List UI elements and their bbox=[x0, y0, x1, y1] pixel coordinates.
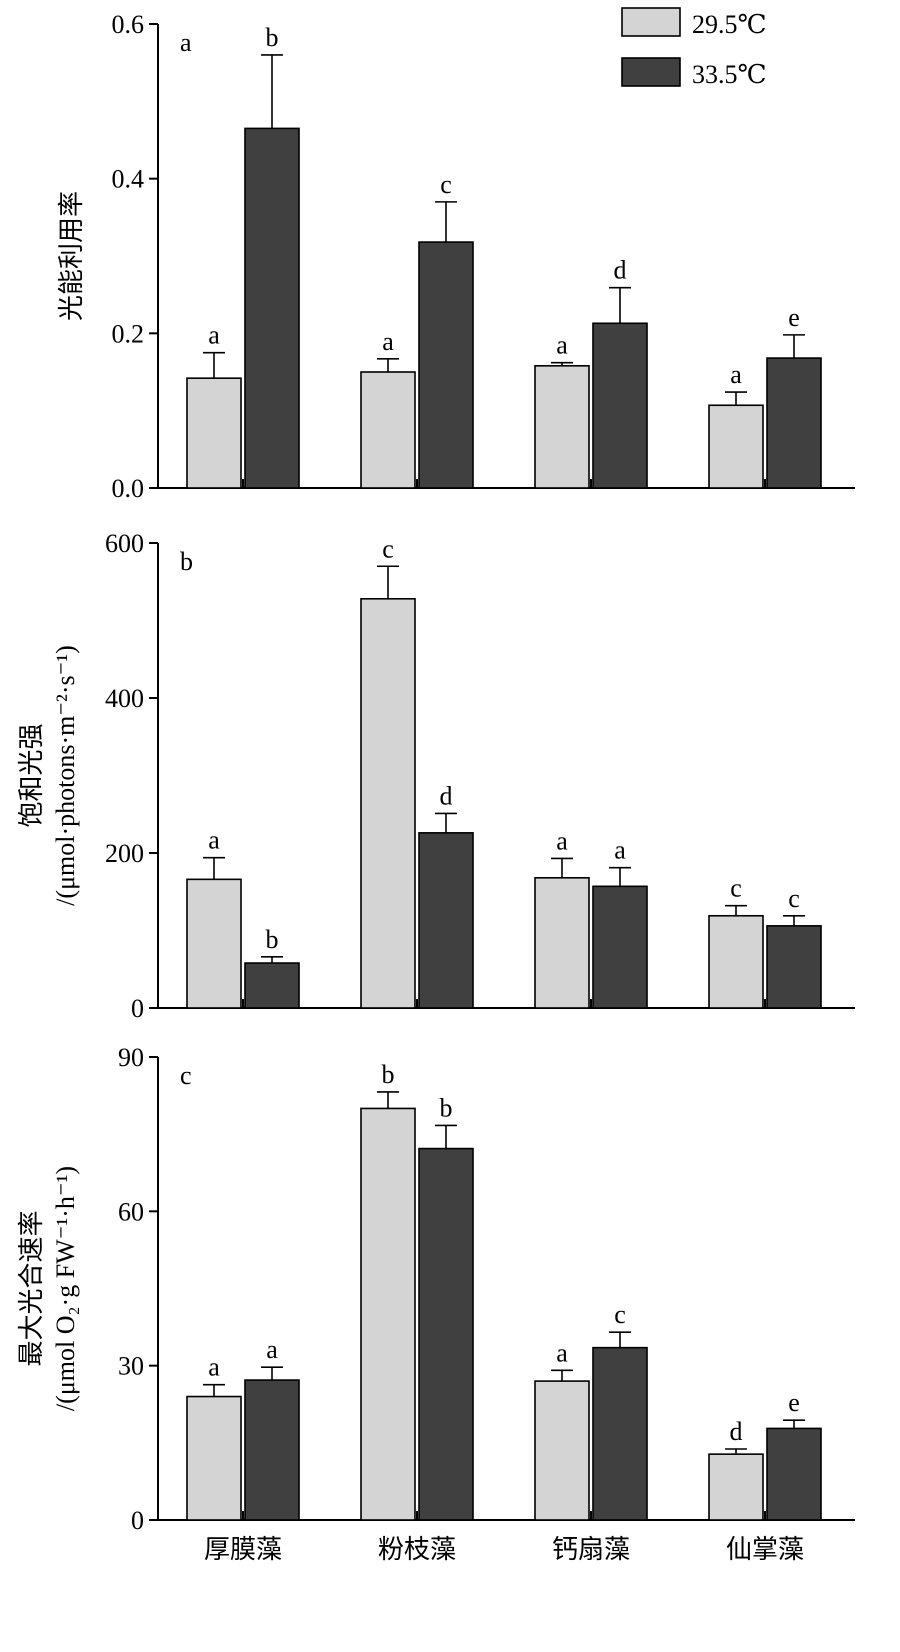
y-axis-label-line: /(μmol·photons·m⁻²·s⁻¹) bbox=[51, 645, 80, 906]
chart-panel-b: 0 200 400 600 a c a c b d a c b 饱和光强/(μmol·photons·m⁻… bbox=[17, 529, 855, 1023]
bar bbox=[708, 1453, 764, 1521]
significance-label: b bbox=[440, 1093, 453, 1122]
bar bbox=[418, 832, 474, 1009]
y-axis-label-line: 最大光合速率 bbox=[17, 1210, 46, 1366]
bar bbox=[244, 127, 300, 489]
legend-swatch bbox=[621, 7, 681, 37]
bar bbox=[534, 365, 590, 489]
significance-label: b bbox=[266, 23, 279, 52]
significance-label: c bbox=[730, 874, 742, 903]
significance-label: a bbox=[208, 1353, 220, 1382]
y-tick-label: 90 bbox=[118, 1043, 144, 1072]
bar bbox=[766, 357, 822, 489]
bar bbox=[360, 597, 416, 1009]
significance-label: c bbox=[382, 534, 394, 563]
significance-label: e bbox=[788, 303, 800, 332]
bar bbox=[592, 885, 648, 1009]
y-tick-label: 400 bbox=[105, 684, 144, 713]
legend-label: 33.5℃ bbox=[692, 60, 767, 89]
y-tick-label: 60 bbox=[118, 1197, 144, 1226]
y-axis-label-line: 饱和光强 bbox=[17, 723, 46, 827]
significance-label: a bbox=[556, 1338, 568, 1367]
y-tick-label: 0 bbox=[131, 994, 144, 1023]
panel-letter: c bbox=[180, 1061, 192, 1090]
significance-label: d bbox=[614, 256, 627, 285]
bar bbox=[360, 371, 416, 489]
bar bbox=[186, 1395, 242, 1521]
y-axis-label: 光能利用率 bbox=[57, 191, 86, 321]
legend-swatch bbox=[621, 57, 681, 87]
bar bbox=[418, 1147, 474, 1521]
chart-panel-c: 0 30 60 90 a b a d a b c e c 最大光合速率/(μmol O₂·g FW⁻¹·h… bbox=[17, 1043, 855, 1564]
significance-label: b bbox=[382, 1060, 395, 1089]
bar bbox=[244, 962, 300, 1009]
y-axis-label-line: 光能利用率 bbox=[57, 191, 86, 321]
x-category-label: 粉枝藻 bbox=[378, 1535, 456, 1564]
significance-label: a bbox=[730, 360, 742, 389]
y-axis-label: 最大光合速率/(μmol O₂·g FW⁻¹·h⁻¹) bbox=[17, 1166, 80, 1411]
significance-label: a bbox=[614, 836, 626, 865]
bar bbox=[592, 1346, 648, 1521]
bar bbox=[592, 322, 648, 489]
x-category-label: 仙掌藻 bbox=[726, 1535, 804, 1564]
significance-label: a bbox=[208, 826, 220, 855]
significance-label: a bbox=[266, 1335, 278, 1364]
bar bbox=[418, 241, 474, 489]
bar bbox=[244, 1379, 300, 1521]
bar bbox=[766, 925, 822, 1009]
y-tick-label: 200 bbox=[105, 839, 144, 868]
y-tick-label: 600 bbox=[105, 529, 144, 558]
bar bbox=[534, 876, 590, 1009]
bar bbox=[708, 404, 764, 489]
significance-label: a bbox=[382, 327, 394, 356]
y-tick-label: 0.0 bbox=[112, 474, 145, 503]
bar bbox=[186, 878, 242, 1009]
bar bbox=[186, 377, 242, 489]
x-category-label: 厚膜藻 bbox=[204, 1535, 282, 1564]
bar bbox=[534, 1380, 590, 1521]
y-tick-label: 30 bbox=[118, 1352, 144, 1381]
bar bbox=[766, 1427, 822, 1521]
y-tick-label: 0 bbox=[131, 1506, 144, 1535]
x-category-label: 钙扇藻 bbox=[552, 1535, 630, 1564]
chart-panel-a: 0.0 0.2 0.4 0.6 a a a a b c d e a 光能利用率 29.5℃ 33.5℃ bbox=[57, 7, 855, 503]
significance-label: c bbox=[788, 884, 800, 913]
significance-label: a bbox=[208, 321, 220, 350]
y-tick-label: 0.2 bbox=[112, 319, 145, 348]
legend-label: 29.5℃ bbox=[692, 10, 767, 39]
legend: 29.5℃ 33.5℃ bbox=[621, 7, 767, 89]
significance-label: a bbox=[556, 826, 568, 855]
significance-label: c bbox=[614, 1300, 626, 1329]
significance-label: e bbox=[788, 1388, 800, 1417]
bar bbox=[708, 914, 764, 1009]
significance-label: b bbox=[266, 925, 279, 954]
y-axis-label-line: /(μmol O₂·g FW⁻¹·h⁻¹) bbox=[51, 1166, 80, 1411]
significance-label: a bbox=[556, 331, 568, 360]
significance-label: d bbox=[730, 1417, 743, 1446]
significance-label: d bbox=[440, 781, 453, 810]
panel-letter: b bbox=[180, 547, 193, 576]
y-tick-label: 0.6 bbox=[112, 10, 145, 39]
y-axis-label: 饱和光强/(μmol·photons·m⁻²·s⁻¹) bbox=[17, 645, 80, 906]
significance-label: c bbox=[440, 170, 452, 199]
bar bbox=[360, 1107, 416, 1521]
panel-letter: a bbox=[180, 28, 192, 57]
y-tick-label: 0.4 bbox=[112, 165, 145, 194]
